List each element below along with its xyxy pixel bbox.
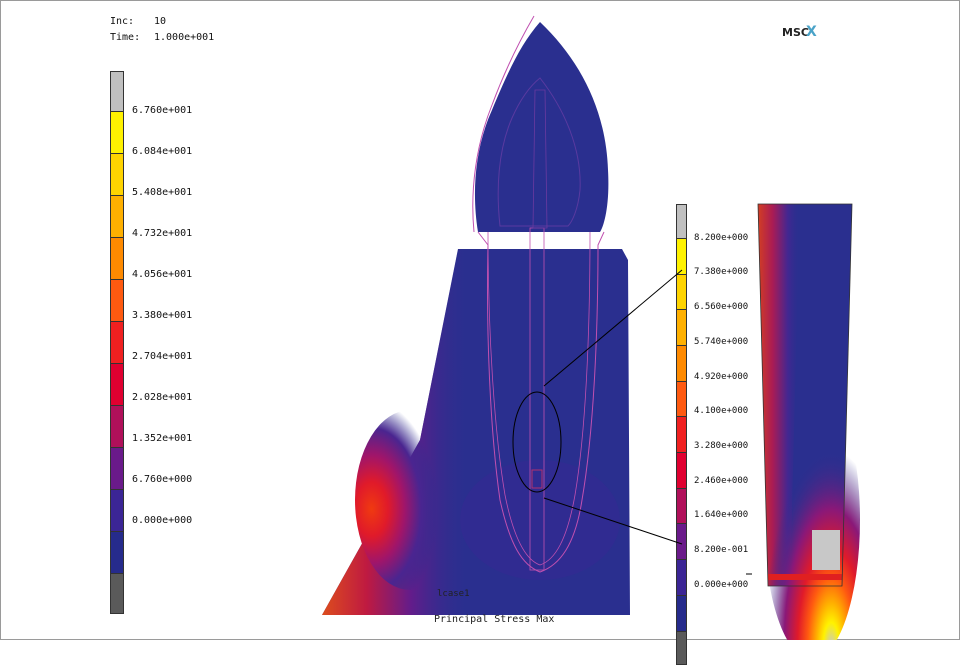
legend-main-swatch <box>110 404 124 447</box>
legend-main-swatch <box>110 278 124 321</box>
time-value: 1.000e+001 <box>154 32 215 43</box>
legend-detail-swatch <box>676 487 687 524</box>
fe-model-view[interactable] <box>0 0 960 640</box>
legend-detail-swatch <box>676 237 687 274</box>
inc-label: Inc: <box>110 16 135 27</box>
stress-legend-main <box>110 71 124 614</box>
legend-detail-label: 5.740e+000 <box>694 336 749 347</box>
legend-main-label: 1.352e+001 <box>132 433 193 444</box>
increment-info: Inc: 10 Time: 1.000e+001 <box>110 14 214 46</box>
legend-detail-swatch <box>676 380 687 417</box>
legend-detail-swatch <box>676 345 687 381</box>
legend-detail-swatch <box>676 273 687 310</box>
legend-detail-label: 1.640e+000 <box>694 510 749 521</box>
legend-detail-label: 4.920e+000 <box>694 371 749 382</box>
legend-detail-label: 4.100e+000 <box>694 406 749 417</box>
bone-region <box>322 249 630 615</box>
legend-detail-swatch <box>676 309 687 346</box>
legend-main-label: 6.084e+001 <box>132 146 193 157</box>
legend-detail-label: 3.280e+000 <box>694 440 749 451</box>
inc-value: 10 <box>154 16 167 27</box>
legend-detail-label: 7.380e+000 <box>694 267 749 278</box>
legend-main-swatch <box>110 446 124 489</box>
result-label: Principal Stress Max <box>434 614 555 625</box>
zoom-indicator <box>512 269 683 545</box>
legend-main-label: 4.732e+001 <box>132 228 193 239</box>
crown-region <box>472 15 609 233</box>
legend-main-label: 0.000e+000 <box>132 515 193 526</box>
legend-detail-swatch <box>676 204 687 238</box>
legend-main-label: 5.408e+001 <box>132 187 193 198</box>
legend-detail-swatch <box>676 559 687 595</box>
legend-main-label: 2.704e+001 <box>132 351 193 362</box>
legend-main-swatch <box>110 530 124 573</box>
legend-main-swatch <box>110 320 124 363</box>
legend-detail-label: 0.000e+000 <box>694 579 749 590</box>
legend-main-swatch <box>110 236 124 279</box>
legend-detail-swatch <box>676 594 687 631</box>
logo-text: MSC <box>782 26 809 39</box>
legend-main-swatch <box>110 71 124 111</box>
root-outline <box>477 89 605 573</box>
legend-detail-swatch <box>676 452 687 488</box>
legend-main-label: 2.028e+001 <box>132 392 193 403</box>
legend-detail-label: 6.560e+000 <box>694 302 749 313</box>
legend-main-swatch <box>110 194 124 237</box>
case-label: lcase1 <box>437 589 470 599</box>
legend-detail-label: 2.460e+000 <box>694 475 749 486</box>
logo-mark: X <box>805 24 817 40</box>
legend-main-label: 4.056e+001 <box>132 269 193 280</box>
legend-main-swatch <box>110 110 124 153</box>
legend-main-swatch <box>110 488 124 531</box>
legend-detail-swatch <box>676 416 687 453</box>
legend-main-label: 6.760e+000 <box>132 474 193 485</box>
legend-detail-swatch <box>676 523 687 560</box>
detail-inset <box>746 203 860 640</box>
legend-main-label: 6.760e+001 <box>132 105 193 116</box>
legend-main-label: 3.380e+001 <box>132 310 193 321</box>
legend-detail-label: 8.200e-001 <box>694 545 749 555</box>
msc-logo: MSCX <box>782 24 817 40</box>
legend-main-swatch <box>110 152 124 195</box>
legend-main-swatch <box>110 572 124 614</box>
legend-main-swatch <box>110 362 124 405</box>
legend-detail-label: 8.200e+000 <box>694 232 749 243</box>
time-label: Time: <box>110 32 141 43</box>
